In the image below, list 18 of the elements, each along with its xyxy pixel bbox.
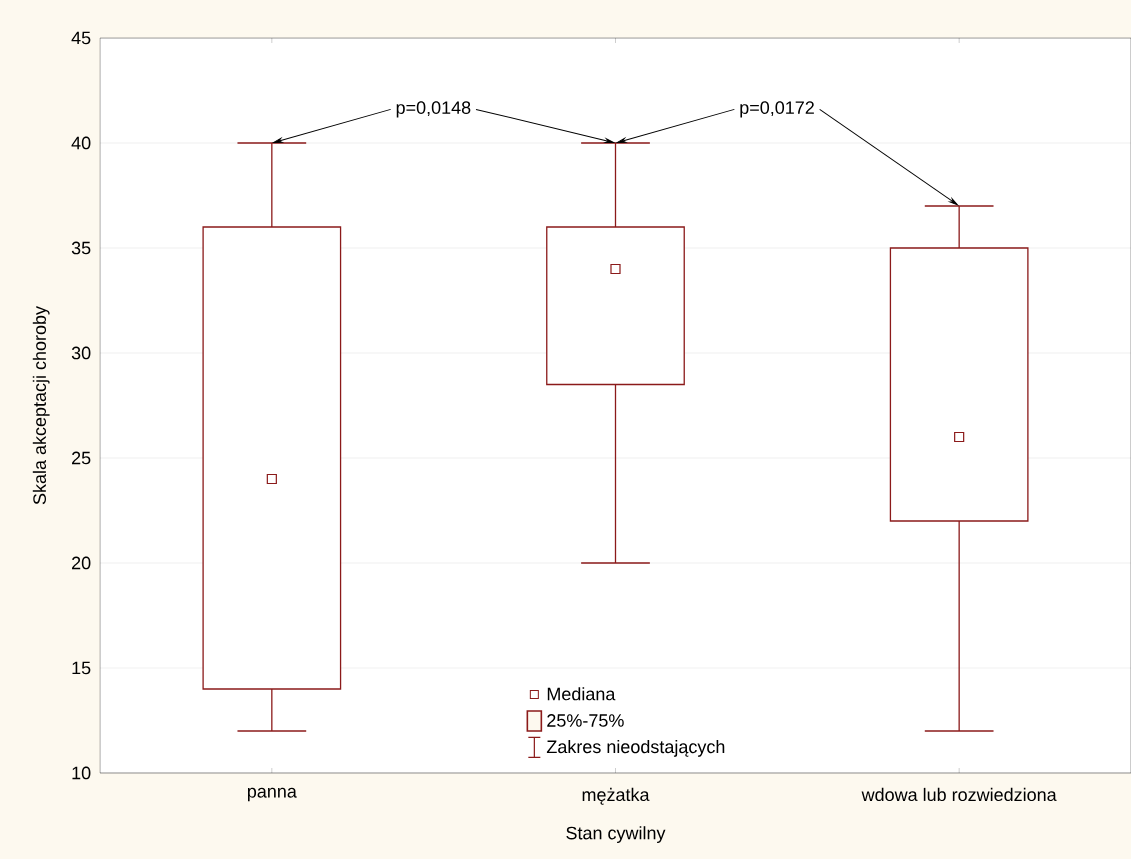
annotation: p=0,0148 [396, 101, 471, 118]
x-tick-label: wdowa lub rozwiedziona [861, 787, 1057, 802]
y-tick-label: 45 [71, 31, 91, 45]
x-tick-label: mężatka [582, 787, 650, 805]
y-tick-label: 25 [72, 451, 91, 465]
annotation: Zakres nieodstających [546, 739, 725, 757]
annotation: p=0,0172 [740, 101, 814, 118]
y-tick-label: 20 [72, 556, 91, 570]
y-tick-label: 10 [72, 766, 91, 780]
x-tick-label: panna [247, 787, 297, 802]
annotation: 25%-75% [547, 714, 624, 727]
y-tick-label: 35 [71, 241, 91, 255]
annotation: Mediana [547, 687, 616, 701]
y-axis-title: Skala akceptacji choroby [32, 306, 50, 505]
y-tick-label: 15 [72, 661, 91, 675]
x-axis-title: Stan cywilny [566, 826, 666, 843]
y-tick-label: 30 [71, 346, 91, 360]
y-tick-label: 40 [71, 136, 91, 150]
